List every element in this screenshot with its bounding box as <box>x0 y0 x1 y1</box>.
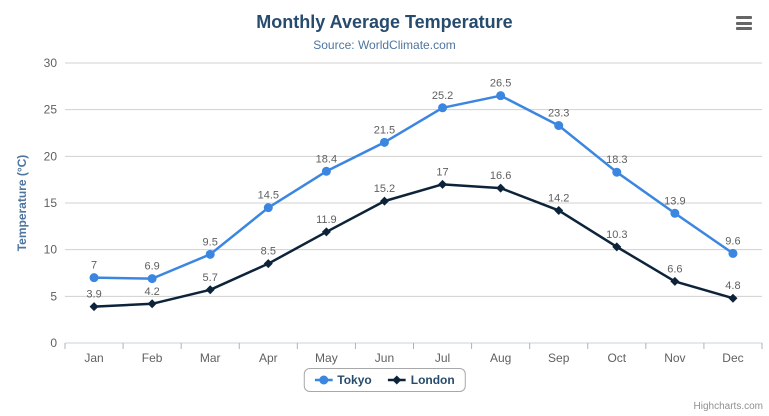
data-label: 11.9 <box>316 214 337 226</box>
y-axis-tick-label: 25 <box>44 103 58 117</box>
export-menu-button[interactable] <box>736 16 752 30</box>
legend-label: London <box>410 373 455 387</box>
x-axis-tick-label: Nov <box>664 351 685 365</box>
y-axis-tick-label: 0 <box>50 336 57 350</box>
data-label: 4.8 <box>725 280 740 292</box>
data-point-marker-london[interactable] <box>670 276 680 286</box>
data-label: 16.6 <box>490 170 511 182</box>
data-point-marker-london[interactable] <box>321 227 331 237</box>
x-axis-tick-label: Feb <box>142 351 163 365</box>
data-label: 6.6 <box>667 263 682 275</box>
data-label: 14.2 <box>548 192 569 204</box>
data-point-marker-london[interactable] <box>205 285 215 295</box>
data-label: 17 <box>436 166 448 178</box>
legend-item-london[interactable]: London <box>387 373 455 387</box>
data-point-marker-london[interactable] <box>263 259 273 269</box>
data-point-marker-london[interactable] <box>438 179 448 189</box>
data-point-marker-tokyo[interactable] <box>147 274 157 284</box>
diamond-marker-icon <box>387 375 406 385</box>
legend-label: Tokyo <box>337 373 372 387</box>
data-label: 9.5 <box>203 236 218 248</box>
data-point-marker-london[interactable] <box>379 196 389 206</box>
y-axis-tick-label: 30 <box>44 56 58 70</box>
data-point-marker-london[interactable] <box>496 183 506 193</box>
y-axis-title: Temperature (°C) <box>15 155 29 252</box>
data-point-marker-london[interactable] <box>554 205 564 215</box>
data-label: 13.9 <box>664 195 685 207</box>
data-label: 6.9 <box>144 261 159 273</box>
y-axis-tick-label: 15 <box>44 196 58 210</box>
data-point-marker-tokyo[interactable] <box>612 167 622 177</box>
legend-item-tokyo[interactable]: Tokyo <box>314 373 372 387</box>
chart-subtitle: Source: WorldClimate.com <box>313 38 456 52</box>
hamburger-icon <box>736 21 752 25</box>
data-label: 10.3 <box>606 229 627 241</box>
x-axis-tick-label: Dec <box>722 351 743 365</box>
data-point-marker-tokyo[interactable] <box>496 91 506 101</box>
credits-link[interactable]: Highcharts.com <box>693 401 763 412</box>
data-point-marker-london[interactable] <box>612 242 622 252</box>
data-label: 18.4 <box>316 153 337 165</box>
circle-marker-icon <box>314 375 333 385</box>
data-label: 26.5 <box>490 78 511 90</box>
data-point-marker-tokyo[interactable] <box>263 203 273 213</box>
data-point-marker-tokyo[interactable] <box>728 248 738 258</box>
x-axis-tick-label: Oct <box>607 351 626 365</box>
data-label: 25.2 <box>432 90 453 102</box>
data-label: 23.3 <box>548 108 569 120</box>
data-point-marker-tokyo[interactable] <box>321 166 331 176</box>
data-point-marker-london[interactable] <box>89 302 99 312</box>
data-label: 4.2 <box>144 286 159 298</box>
data-label: 14.5 <box>258 190 279 202</box>
data-point-marker-tokyo[interactable] <box>670 208 680 218</box>
data-label: 15.2 <box>374 183 395 195</box>
data-point-marker-tokyo[interactable] <box>554 121 564 131</box>
x-axis-tick-label: Jan <box>84 351 103 365</box>
legend: Tokyo London <box>303 368 466 392</box>
y-axis-tick-label: 5 <box>50 289 57 303</box>
data-label: 9.6 <box>725 235 740 247</box>
data-point-marker-tokyo[interactable] <box>379 137 389 147</box>
data-point-marker-tokyo[interactable] <box>438 103 448 113</box>
data-label: 8.5 <box>261 246 276 258</box>
x-axis-tick-label: Sep <box>548 351 570 365</box>
x-axis-tick-label: Aug <box>490 351 511 365</box>
x-axis-tick-label: Mar <box>200 351 221 365</box>
data-point-marker-tokyo[interactable] <box>89 273 99 283</box>
y-axis-tick-label: 20 <box>44 149 58 163</box>
data-label: 5.7 <box>203 272 218 284</box>
data-label: 18.3 <box>606 154 627 166</box>
data-point-marker-london[interactable] <box>147 299 157 309</box>
series-line-london <box>92 183 735 308</box>
x-axis-tick-label: Jun <box>375 351 394 365</box>
data-point-marker-tokyo[interactable] <box>205 249 215 259</box>
chart-title: Monthly Average Temperature <box>256 12 513 32</box>
hamburger-icon <box>736 27 752 30</box>
x-axis-tick-label: Apr <box>259 351 278 365</box>
x-axis-tick-label: Jul <box>435 351 450 365</box>
hamburger-icon <box>736 16 752 19</box>
data-point-marker-london[interactable] <box>728 293 738 303</box>
y-axis-tick-label: 10 <box>44 243 58 257</box>
series-line-tokyo <box>92 94 735 280</box>
x-axis-tick-label: May <box>315 351 338 365</box>
data-label: 7 <box>91 260 97 272</box>
data-label: 3.9 <box>86 289 101 301</box>
data-label: 21.5 <box>374 124 395 136</box>
